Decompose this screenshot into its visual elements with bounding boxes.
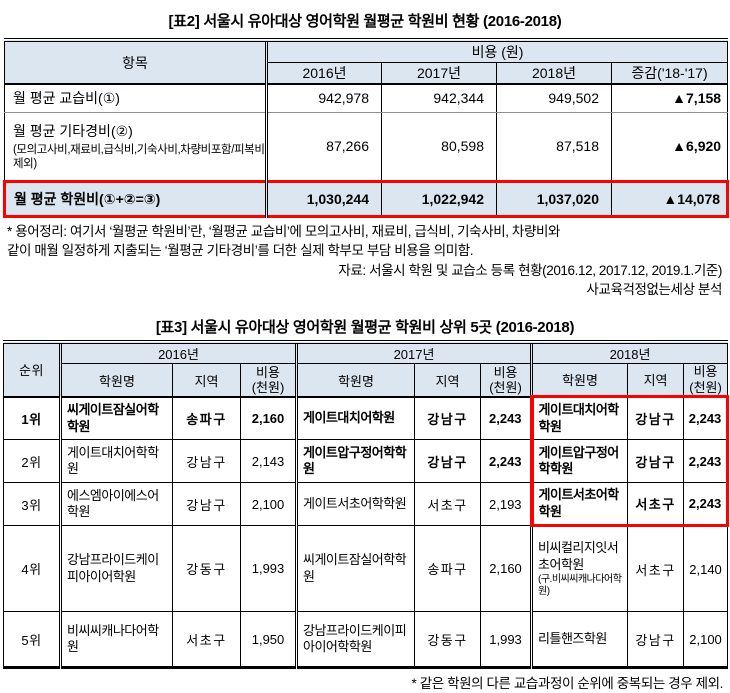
table3-footnote-note: * 같은 학원의 다른 교습과정이 순위에 중복되는 경우 제외.	[411, 676, 724, 692]
table3-r2-2016-cost: 2,143	[239, 439, 298, 484]
table2-header-change: 증감('18-'17)	[610, 62, 729, 85]
table3-r3-2017-region: 서초구	[414, 482, 482, 527]
table3-footnotes: * 같은 학원의 다른 교습과정이 순위에 중복되는 경우 제외. 자료: 서울…	[3, 674, 727, 693]
table2-row-other-2016: 87,266	[265, 111, 382, 182]
table3-r1-2018-region: 강남구	[627, 395, 685, 441]
table3-rank-5: 5위	[3, 611, 61, 669]
table2-row-total-2016: 1,030,244	[265, 179, 382, 218]
table2-row-other-change: ▲6,920	[610, 111, 729, 182]
table3-rank-1: 1위	[3, 396, 61, 441]
table3-r2-2018-name: 게이트압구정어학학원	[529, 439, 629, 484]
table3-r2-2017-name: 게이트압구정어학학원	[295, 439, 416, 484]
table3-header-cost-2018: 비용 (천원)	[683, 363, 729, 398]
table2-row-other-2018: 87,518	[496, 111, 612, 182]
table3-r5-2017-name: 강남프라이드케이피아이어학학원	[295, 611, 416, 669]
table3-r1-2018-name: 게이트대치어학학원	[529, 395, 629, 441]
table3-r2-2016-name: 게이트대치어학학원	[59, 439, 173, 484]
table3-header-cost-2016: 비용 (천원)	[239, 363, 298, 398]
table3-r3-2016-cost: 2,100	[239, 482, 298, 527]
table2-header-item: 항목	[4, 39, 267, 85]
table3-r3-2017-cost: 2,193	[480, 482, 533, 527]
table3-r5-2018-region: 강남구	[627, 611, 685, 669]
table3-header-name-2016: 학원명	[59, 363, 173, 398]
table3-r4-2016-region: 강동구	[172, 525, 241, 613]
table3-r3-2016-region: 강남구	[172, 482, 241, 527]
table3-r3-2016-name: 에스엠아이에스어학원	[59, 482, 173, 527]
table3-r4-2018-cost: 2,140	[683, 525, 729, 613]
table2-header-year-2018: 2018년	[496, 62, 612, 85]
table2-row-total-2018: 1,037,020	[496, 179, 612, 218]
table3-r3-2017-name: 게이트서초어학학원	[295, 482, 416, 527]
table3-r4-2017-region: 송파구	[414, 525, 482, 613]
table3-rank-4: 4위	[3, 525, 61, 613]
table2-footnotes: * 용어정리: 여기서 ‘월평균 학원비’란, ‘월평균 교습비’에 모의고사비…	[3, 222, 726, 300]
table2-row-tuition-label: 월 평균 교습비(①)	[4, 83, 267, 113]
table3-header-year-2016: 2016년	[58, 341, 298, 365]
table3-header-year-2017: 2017년	[295, 341, 533, 365]
table3-r4-2018-region: 서초구	[627, 525, 685, 613]
table2-header-year-2016: 2016년	[265, 62, 382, 85]
table2-header-cost-group: 비용 (원)	[264, 39, 729, 63]
table3-r1-2016-name: 씨게이트잠실어학학원	[59, 396, 173, 441]
table2-row-total-2017: 1,022,942	[381, 179, 497, 218]
table3-r4-2017-name: 씨게이트잠실어학학원	[295, 525, 416, 613]
table3-r1-2016-cost: 2,160	[239, 396, 298, 441]
table3-header-cost-2017: 비용 (천원)	[480, 363, 533, 398]
table3-r5-2017-region: 강동구	[414, 611, 482, 669]
table2-row-other-label-sub: (모의고사비,재료비,급식비,기숙사비,차량비포함/피복비제외)	[13, 143, 265, 170]
table3-header-year-2018: 2018년	[530, 341, 729, 365]
table2-row-tuition-2016: 942,978	[265, 83, 382, 113]
table2-header-year-2017: 2017년	[381, 62, 497, 85]
table3-header-region-2016: 지역	[172, 363, 241, 398]
table3-rank-2: 2위	[3, 439, 61, 484]
table2-row-tuition-2018: 949,502	[496, 83, 612, 113]
table3-r5-2016-region: 서초구	[172, 611, 241, 669]
table3-rank-3: 3위	[3, 482, 61, 527]
table3-r1-2018-cost: 2,243	[683, 395, 730, 441]
table3-r4-2016-name: 강남프라이드케이피아이어학원	[59, 525, 173, 613]
table2: 항목 비용 (원) 2016년 2017년 2018년 증감('18-'17) …	[3, 38, 730, 218]
table2-row-other-label: 월 평균 기타경비(②) (모의고사비,재료비,급식비,기숙사비,차량비포함/피…	[4, 111, 267, 182]
table3-r5-2017-cost: 1,993	[480, 611, 533, 669]
table3-r4-2018-name-main: 비씨컬리지잇서초어학원	[538, 540, 619, 572]
table3-r3-2018-cost: 2,243	[683, 482, 730, 528]
table2-row-total-change: ▲14,078	[610, 179, 730, 218]
table3-header-region-2018: 지역	[627, 363, 685, 398]
table3-title: [표3] 서울시 유아대상 영어학원 월평균 학원비 상위 5곳 (2016-2…	[155, 318, 575, 336]
table2-footnote-source: 자료: 서울시 학원 및 교습소 등록 현황(2016.12, 2017.12,…	[338, 262, 722, 278]
table3-r2-2017-cost: 2,243	[480, 439, 533, 484]
table3-r3-2018-region: 서초구	[627, 482, 685, 528]
table3-r5-2018-name: 리틀핸즈학원	[530, 611, 629, 669]
table3-r4-2018-name-sub: (구.비씨씨캐나다어학원)	[538, 573, 622, 598]
table3-r4-2016-cost: 1,993	[239, 525, 298, 613]
table3-r1-2016-region: 송파구	[172, 396, 241, 441]
table3-r2-2018-cost: 2,243	[683, 439, 730, 484]
table2-row-tuition-2017: 942,344	[381, 83, 497, 113]
table2-row-total-label: 월 평균 학원비(①+②=③)	[3, 179, 267, 218]
table3-r4-2018-name: 비씨컬리지잇서초어학원 (구.비씨씨캐나다어학원)	[530, 525, 629, 613]
table2-title: [표2] 서울시 유아대상 영어학원 월평균 학원비 현황 (2016-2018…	[168, 13, 562, 30]
table3-r2-2017-region: 강남구	[414, 439, 482, 484]
table3-r1-2017-name: 게이트대치어학원	[295, 396, 416, 441]
table3-r4-2017-cost: 2,160	[480, 525, 533, 613]
table3: 순위 2016년 2017년 2018년 학원명 지역 비용 (천원) 학원명 …	[3, 339, 730, 670]
table3-r1-2017-cost: 2,243	[480, 396, 533, 441]
table2-row-tuition-change: ▲7,158	[610, 83, 729, 113]
table2-footnote-definition: * 용어정리: 여기서 ‘월평균 학원비’란, ‘월평균 교습비’에 모의고사비…	[7, 223, 561, 259]
table3-r3-2018-name: 게이트서초어학학원	[529, 482, 629, 528]
table2-row-other-2017: 80,598	[381, 111, 497, 182]
table2-row-other-label-main: 월 평균 기타경비(②)	[13, 122, 133, 139]
table3-r1-2017-region: 강남구	[414, 396, 482, 441]
table3-r2-2018-region: 강남구	[627, 439, 685, 484]
table3-r5-2016-name: 비씨씨캐나다어학원	[59, 611, 173, 669]
table3-header-region-2017: 지역	[414, 363, 482, 398]
table3-header-name-2018: 학원명	[530, 363, 629, 398]
table3-header-name-2017: 학원명	[295, 363, 416, 398]
table3-header-rank: 순위	[3, 341, 61, 398]
table3-r5-2016-cost: 1,950	[239, 611, 298, 669]
table3-r2-2016-region: 강남구	[172, 439, 241, 484]
table2-footnote-analysis: 사교육걱정없는세상 분석	[586, 282, 722, 298]
table3-r5-2018-cost: 2,100	[683, 611, 729, 669]
